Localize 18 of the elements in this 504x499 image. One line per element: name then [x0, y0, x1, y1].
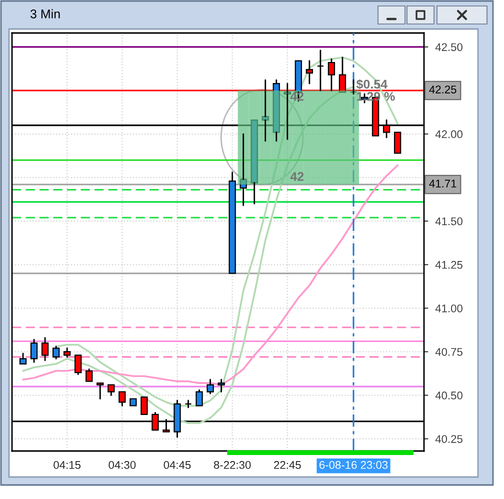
- x-tick-label: 04:45: [164, 461, 191, 469]
- y-tick-label: 42.50: [435, 43, 462, 52]
- y-tick-label: 41.00: [435, 304, 462, 312]
- x-tick-label: 8-22:30: [214, 461, 251, 469]
- x-tick-label: 22:45: [274, 461, 301, 469]
- y-tick-label: 40.50: [435, 392, 462, 400]
- y-tick-label: 40.75: [435, 348, 462, 356]
- y-tick-label: 41.25: [435, 260, 462, 269]
- x-tick-label: 6-08-16 23:03: [319, 461, 388, 469]
- x-tick-label: 04:30: [108, 461, 136, 469]
- y-tick-label: 41.50: [435, 217, 462, 226]
- chart-title: 3 Min: [30, 9, 60, 18]
- annotation: $0.54: [356, 79, 388, 90]
- x-tick-label: 04:15: [54, 461, 81, 469]
- y-tick-label: 42.00: [435, 130, 462, 138]
- ref-line-label: 42.25: [429, 86, 456, 94]
- ref-line-label: 41.71: [429, 180, 456, 188]
- y-tick-label: 40.25: [435, 435, 462, 443]
